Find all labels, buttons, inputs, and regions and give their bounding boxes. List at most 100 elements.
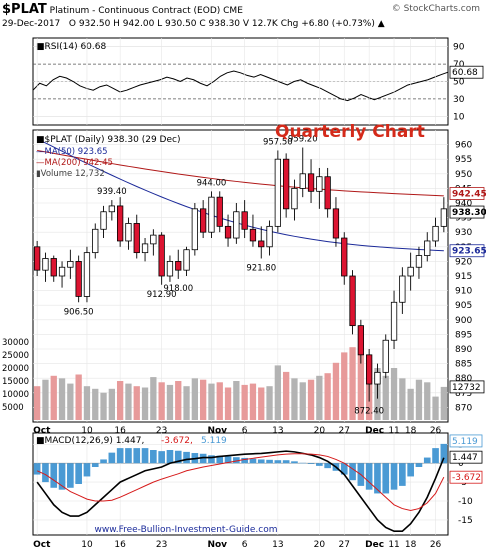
volume-bar: [166, 384, 174, 420]
price-annotation: 939.40: [97, 187, 127, 197]
price-annotation: 921.80: [246, 263, 276, 273]
macd-tick-label: -15: [458, 516, 473, 526]
candle-body: [50, 258, 57, 277]
macd-histogram-bar: [224, 456, 232, 464]
ma50-last-value: 923.65: [452, 247, 486, 257]
volume-bar: [58, 378, 66, 420]
candle-body: [200, 208, 207, 233]
candle-body: [133, 223, 140, 254]
macd-histogram-bar: [282, 460, 290, 464]
price-tick-label: 895: [455, 330, 472, 340]
macd-histogram-bar: [365, 463, 373, 490]
rsi-tick-label: 10: [453, 112, 465, 122]
price-tick-label: 905: [455, 301, 472, 311]
x-tick-label-bottom: 20: [314, 540, 326, 550]
macd-hist-label: 5.119: [201, 436, 227, 446]
candle-body: [224, 225, 232, 239]
volume-last-box: [449, 380, 485, 394]
volume-label: ▮Volume 12,732: [36, 169, 105, 179]
volume-bar: [399, 378, 406, 420]
volume-bar: [382, 375, 389, 420]
ma200-last-box: [449, 187, 485, 200]
candle-body: [150, 234, 157, 245]
candle-body: [67, 260, 74, 268]
candle-body: [249, 228, 257, 242]
volume-bar: [108, 388, 116, 420]
rsi-last-value: 60.68: [452, 68, 478, 78]
candle-body: [141, 243, 149, 254]
volume-bar: [116, 381, 124, 420]
volume-bar: [424, 382, 431, 420]
candle-body: [108, 205, 115, 213]
candle-body: [42, 258, 49, 271]
ma50-line: [36, 138, 444, 252]
price-annotation: 944.00: [197, 178, 227, 188]
volume-bar: [75, 374, 82, 420]
price-tick-label: 960: [455, 141, 472, 151]
volume-bar: [133, 386, 140, 420]
macd-label: ■MACD(12,26,9) 1.447,: [36, 436, 144, 446]
macd-tick-label: 0: [458, 459, 464, 469]
volume-bar: [241, 384, 248, 420]
macd-histogram-bar: [116, 448, 124, 464]
x-tick-label: 18: [405, 426, 417, 436]
macd-tick-label: -10: [458, 497, 473, 507]
macd-histogram-bar: [440, 443, 448, 464]
x-tick-label: Nov: [207, 426, 227, 436]
price-label: ■$PLAT (Daily) 938.30 (29 Dec): [36, 135, 180, 145]
candle-body: [324, 176, 331, 210]
x-tick-label-bottom: 13: [272, 540, 283, 550]
price-tick-label: 955: [455, 155, 472, 165]
x-tick-label-bottom: 11: [388, 540, 399, 550]
price-tick-label: 890: [455, 345, 472, 355]
candle-body: [424, 240, 431, 256]
volume-bar: [224, 387, 232, 420]
candle-body: [175, 260, 182, 271]
macd-histogram-bar: [67, 463, 74, 488]
candle-body: [241, 211, 248, 230]
macd-histogram-bar: [307, 463, 315, 464]
macd-histogram-bar: [374, 463, 381, 494]
rsi-tick-label: 30: [453, 95, 465, 105]
volume-tick-label: 25000: [2, 351, 29, 361]
volume-bar: [216, 382, 223, 420]
price-annotation: 912.90: [147, 290, 177, 300]
candle-body: [183, 249, 190, 271]
macd-last-value: 1.447: [452, 453, 478, 463]
macd-histogram-bar: [125, 448, 132, 464]
volume-bar: [183, 386, 190, 420]
watermark: © StockCharts.com: [391, 4, 480, 14]
rsi-tick-label: 90: [453, 43, 465, 53]
macd-histogram-bar: [407, 463, 414, 477]
macd-histogram-bar: [216, 455, 224, 464]
x-tick-label-bottom: Nov: [207, 540, 227, 550]
candle-body: [291, 187, 298, 210]
candle-body: [382, 339, 389, 373]
volume-bar: [125, 383, 132, 420]
x-tick-label-bottom: Oct: [33, 540, 51, 550]
macd-histogram-bar: [83, 463, 91, 477]
price-tick-label: 870: [455, 403, 472, 413]
volume-bar: [432, 396, 439, 420]
candle-body: [34, 246, 41, 271]
volume-bar: [299, 382, 306, 420]
price-tick-label: 935: [455, 214, 472, 224]
volume-bar: [357, 355, 365, 420]
candle-body: [92, 228, 99, 254]
macd-histogram-bar: [399, 463, 406, 486]
macd-signal-line: [36, 453, 445, 511]
macd-histogram-bar: [257, 459, 265, 464]
x-tick-label-bottom: 26: [430, 540, 442, 550]
macd-histogram-bar: [390, 463, 398, 490]
macd-last-box: [449, 450, 483, 464]
macd-histogram-bar: [415, 463, 423, 467]
volume-bar: [158, 382, 165, 420]
candle-body: [233, 211, 240, 239]
x-tick-label-bottom: 23: [156, 540, 167, 550]
chart-title: Quarterly Chart: [275, 122, 425, 142]
candle-body: [208, 196, 215, 233]
candle-body: [158, 234, 165, 277]
macd-histogram-bar: [50, 463, 58, 488]
volume-tick-label: 5000: [2, 403, 24, 413]
footer-url: www.Free-Bullion-Investment-Guide.com: [94, 525, 277, 535]
